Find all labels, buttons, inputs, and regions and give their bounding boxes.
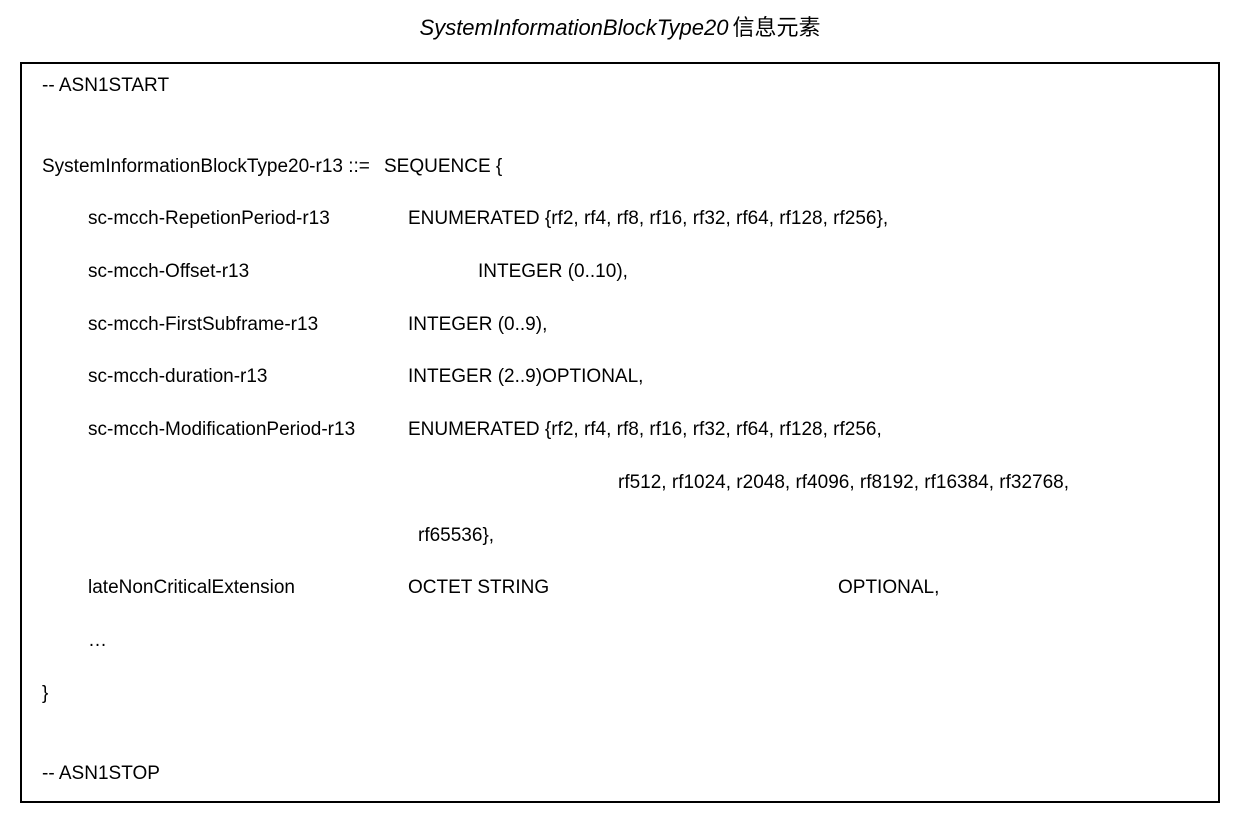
field-value: rf512, rf1024, r2048, rf4096, rf8192, rf… bbox=[408, 471, 1198, 496]
field-value: INTEGER (0..9), bbox=[408, 313, 1198, 338]
field-modification-cont1: rf512, rf1024, r2048, rf4096, rf8192, rf… bbox=[42, 471, 1198, 496]
title-italic: SystemInformationBlockType20 bbox=[420, 15, 729, 40]
field-modification-period: sc-mcch-ModificationPeriod-r13 ENUMERATE… bbox=[42, 418, 1198, 443]
def-name: SystemInformationBlockType20-r13 ::= bbox=[42, 155, 384, 180]
asn-stop: -- ASN1STOP bbox=[42, 762, 1198, 787]
field-first-subframe: sc-mcch-FirstSubframe-r13 INTEGER (0..9)… bbox=[42, 313, 1198, 338]
field-value: rf65536}, bbox=[408, 524, 1198, 549]
field-late-extension: lateNonCriticalExtension OCTET STRINGOPT… bbox=[42, 576, 1198, 601]
octet-string: OCTET STRING bbox=[408, 576, 838, 601]
optional-keyword: OPTIONAL, bbox=[838, 577, 939, 598]
def-seq: SEQUENCE { bbox=[384, 155, 1198, 180]
field-offset: sc-mcch-Offset-r13 INTEGER (0..10), bbox=[42, 260, 1198, 285]
field-label: lateNonCriticalExtension bbox=[88, 576, 408, 601]
close-brace: } bbox=[42, 682, 1198, 707]
field-value: OCTET STRINGOPTIONAL, bbox=[408, 576, 1198, 601]
field-value: ENUMERATED {rf2, rf4, rf8, rf16, rf32, r… bbox=[408, 418, 1198, 443]
document-title: SystemInformationBlockType20信息元素 bbox=[20, 10, 1220, 42]
ellipsis: … bbox=[42, 629, 1198, 654]
field-value: INTEGER (0..10), bbox=[408, 260, 1198, 285]
field-value: INTEGER (2..9)OPTIONAL, bbox=[408, 365, 1198, 390]
asn1-code-box: -- ASN1START SystemInformationBlockType2… bbox=[20, 62, 1220, 803]
field-label: sc-mcch-Offset-r13 bbox=[88, 260, 408, 285]
asn-start: -- ASN1START bbox=[42, 74, 1198, 99]
definition-line: SystemInformationBlockType20-r13 ::= SEQ… bbox=[42, 155, 1198, 180]
field-value: ENUMERATED {rf2, rf4, rf8, rf16, rf32, r… bbox=[408, 207, 1198, 232]
field-duration: sc-mcch-duration-r13 INTEGER (2..9)OPTIO… bbox=[42, 365, 1198, 390]
field-label: sc-mcch-duration-r13 bbox=[88, 365, 408, 390]
field-label: sc-mcch-RepetionPeriod-r13 bbox=[88, 207, 408, 232]
title-suffix: 信息元素 bbox=[732, 15, 820, 40]
field-repetition-period: sc-mcch-RepetionPeriod-r13 ENUMERATED {r… bbox=[42, 207, 1198, 232]
field-label: sc-mcch-ModificationPeriod-r13 bbox=[88, 418, 408, 443]
field-label: sc-mcch-FirstSubframe-r13 bbox=[88, 313, 408, 338]
field-modification-cont2: rf65536}, bbox=[42, 524, 1198, 549]
